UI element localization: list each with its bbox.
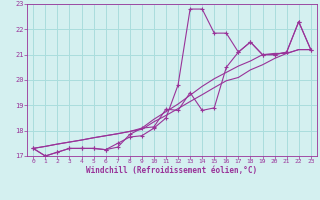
X-axis label: Windchill (Refroidissement éolien,°C): Windchill (Refroidissement éolien,°C) [86,166,258,175]
